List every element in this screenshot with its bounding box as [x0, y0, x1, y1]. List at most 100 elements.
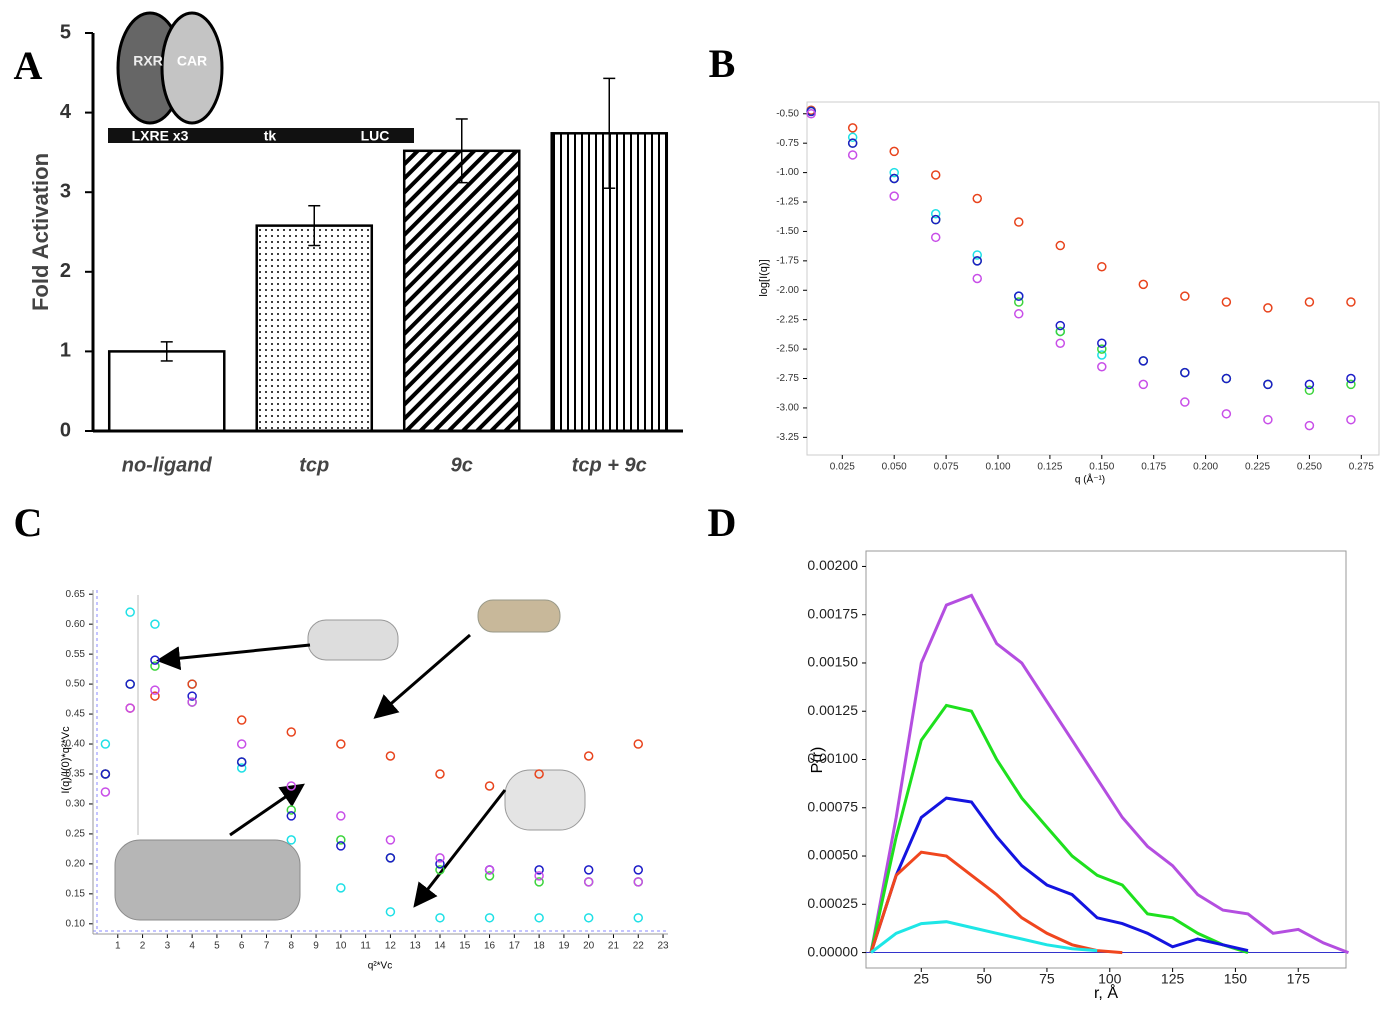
data-point — [1138, 279, 1149, 290]
construct-diagram — [108, 11, 414, 143]
data-point — [236, 763, 247, 773]
data-point — [534, 769, 544, 779]
y-tick-label: 0.50 — [66, 679, 86, 690]
x-tick-label: 16 — [484, 941, 496, 952]
data-point — [187, 691, 197, 701]
y-tick-label: 0.00200 — [807, 557, 858, 573]
data-point — [534, 913, 544, 923]
x-tick-label: 8 — [288, 941, 294, 952]
data-point — [150, 655, 160, 665]
data-point — [236, 739, 247, 749]
y-tick-label: -1.75 — [776, 255, 799, 266]
y-tick-label: -1.25 — [776, 197, 799, 208]
y-tick-label: 0.00050 — [807, 847, 858, 863]
x-tick-label: 9 — [313, 941, 319, 952]
x-tick-label: 14 — [434, 941, 446, 952]
bar — [402, 149, 521, 433]
y-tick-label: 0.40 — [66, 739, 86, 750]
data-point — [336, 835, 346, 845]
y-tick-label: -2.25 — [776, 314, 799, 325]
data-point — [1304, 420, 1315, 431]
data-point — [1304, 379, 1315, 390]
data-point — [889, 191, 899, 201]
data-point — [1138, 379, 1149, 390]
data-point — [125, 703, 135, 713]
y-tick-label: 0 — [60, 419, 71, 441]
y-tick-label: 0.65 — [66, 589, 86, 600]
data-point — [150, 619, 160, 629]
y-tick-label: 0.20 — [66, 859, 86, 870]
data-point — [1346, 297, 1356, 307]
x-tick-label: 7 — [264, 941, 270, 952]
data-point — [889, 167, 899, 178]
data-point — [125, 679, 135, 689]
data-point — [972, 273, 982, 284]
data-point — [286, 781, 297, 791]
data-point — [100, 769, 111, 779]
y-tick-label: 4 — [60, 101, 72, 123]
y-tick-label: -3.00 — [776, 403, 799, 414]
panel-label: A — [14, 43, 43, 88]
x-tick-label: 17 — [509, 941, 521, 952]
data-point — [847, 138, 858, 148]
x-tick-label: 3 — [165, 941, 171, 952]
data-point — [583, 913, 594, 923]
y-axis-label: log[I(q)] — [758, 259, 770, 296]
data-point — [100, 739, 111, 749]
data-point — [889, 173, 899, 184]
data-point — [484, 781, 495, 791]
data-point — [125, 607, 135, 617]
y-tick-label: -1.00 — [776, 167, 799, 178]
data-point — [286, 805, 297, 815]
data-point — [930, 209, 941, 219]
data-point — [583, 865, 594, 875]
data-point — [1055, 338, 1066, 348]
data-point — [930, 232, 941, 243]
plot-frame — [806, 101, 1380, 456]
x-tick-label: tcp + 9c — [572, 454, 647, 476]
y-tick-label: 0.60 — [66, 619, 86, 630]
series-line — [869, 796, 1249, 954]
data-point — [385, 835, 396, 845]
y-tick-label: 2 — [60, 260, 71, 282]
data-point — [1304, 385, 1315, 396]
data-point — [972, 250, 982, 260]
data-point — [534, 871, 544, 881]
x-tick-label: 19 — [558, 941, 570, 952]
x-axis-label: q (Å⁻¹) — [1075, 473, 1105, 486]
y-tick-label: 0.30 — [66, 799, 86, 810]
annotation: LXRE x3 — [132, 128, 189, 144]
y-tick-label: 0.55 — [66, 649, 86, 660]
structure-insets — [93, 590, 668, 934]
x-tick-label: 9c — [451, 454, 473, 476]
data-point — [484, 865, 495, 875]
series-line — [869, 703, 1249, 955]
x-tick-label: 0.200 — [1193, 462, 1218, 473]
data-point — [336, 841, 346, 851]
x-tick-label: 4 — [189, 941, 195, 952]
data-point — [930, 214, 941, 225]
x-tick-label: 0.275 — [1349, 462, 1374, 473]
data-point — [100, 787, 111, 797]
bar — [107, 350, 226, 433]
x-tick-label: 50 — [976, 971, 992, 987]
data-point — [1014, 297, 1024, 307]
series-line — [869, 593, 1350, 954]
data-point — [385, 853, 396, 863]
x-tick-label: 25 — [913, 971, 929, 987]
x-tick-label: 1 — [115, 941, 121, 952]
x-tick-label: 150 — [1224, 971, 1248, 987]
data-point — [484, 913, 495, 923]
x-tick-label: 125 — [1161, 971, 1185, 987]
data-point — [484, 871, 495, 881]
y-tick-label: -3.25 — [776, 432, 799, 443]
data-point — [633, 877, 644, 887]
x-tick-label: 23 — [657, 941, 669, 952]
y-tick-label: 0.00125 — [807, 702, 858, 718]
data-point — [1014, 309, 1024, 319]
y-tick-label: 0.00075 — [807, 798, 858, 814]
x-tick-label: tcp — [299, 454, 329, 476]
x-tick-label: 175 — [1287, 971, 1311, 987]
data-point — [847, 123, 858, 133]
